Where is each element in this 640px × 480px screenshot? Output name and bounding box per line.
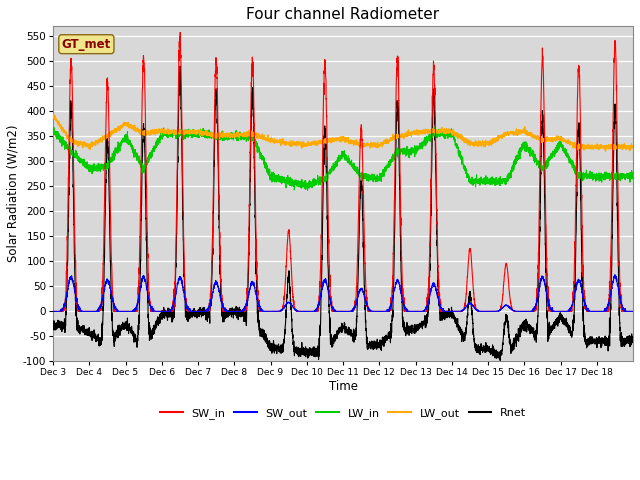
X-axis label: Time: Time [328,380,358,393]
Legend: SW_in, SW_out, LW_in, LW_out, Rnet: SW_in, SW_out, LW_in, LW_out, Rnet [156,403,530,423]
Title: Four channel Radiometer: Four channel Radiometer [246,7,440,22]
Text: GT_met: GT_met [61,38,111,51]
Y-axis label: Solar Radiation (W/m2): Solar Radiation (W/m2) [7,125,20,263]
